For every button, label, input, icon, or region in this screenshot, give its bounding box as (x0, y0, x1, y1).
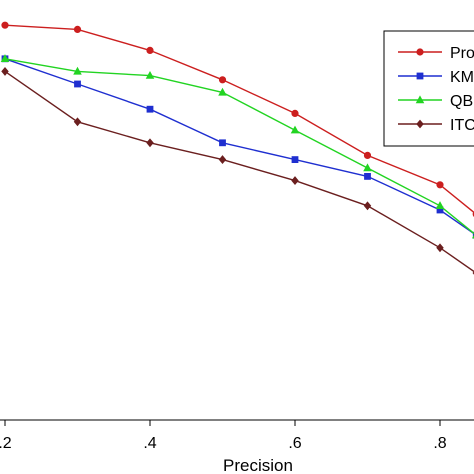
legend-label-itc: ITC (450, 117, 474, 134)
legend: Pro KM QB ITC (383, 30, 474, 147)
data-point-qb (145, 70, 155, 79)
data-point-pro (291, 109, 299, 118)
series-line-km (4, 58, 474, 235)
data-point-km (146, 105, 154, 113)
data-point-qb (73, 66, 82, 75)
data-point-qb (218, 87, 227, 96)
data-point-pro (73, 25, 82, 33)
legend-marker-itc (416, 119, 424, 129)
plot-area: .2 .4 .6 .8 (0, 21, 474, 452)
data-point-itc (73, 117, 82, 127)
data-point-itc (363, 201, 372, 211)
data-point-pro (436, 181, 444, 189)
legend-marker-km (416, 72, 424, 80)
data-point-itc (146, 138, 154, 148)
data-point-qb (363, 163, 372, 172)
data-point-itc (218, 155, 227, 165)
legend-item-qb: QB (398, 93, 473, 110)
series-line-pro (4, 24, 474, 214)
legend-label-pro: Pro (450, 45, 474, 62)
data-point-km (74, 80, 81, 88)
legend-item-itc: ITC (398, 117, 474, 134)
data-point-qb (0, 54, 10, 62)
series-itc (1, 66, 474, 275)
series-line-itc (4, 70, 474, 273)
series-km (1, 55, 474, 239)
data-point-km (291, 156, 299, 164)
legend-marker-pro (416, 48, 424, 56)
x-tick-label: .8 (433, 435, 446, 452)
data-point-itc (291, 176, 299, 186)
x-tick-label: .2 (0, 435, 12, 452)
data-point-qb (290, 125, 300, 134)
data-point-pro (218, 76, 227, 84)
series-qb (0, 54, 474, 239)
series-line-qb (4, 58, 474, 235)
legend-items: Pro KM QB ITC (398, 45, 474, 134)
x-tick-label: .4 (143, 435, 156, 452)
data-point-pro (1, 21, 9, 29)
legend-label-qb: QB (450, 93, 473, 110)
data-point-itc (436, 243, 444, 253)
data-point-pro (146, 46, 154, 55)
x-axis-title: Precision (223, 456, 293, 474)
data-point-itc (1, 66, 9, 76)
legend-item-km: KM (398, 69, 474, 86)
legend-label-km: KM (450, 69, 474, 86)
legend-box (383, 30, 474, 147)
series-layer (0, 21, 474, 275)
legend-marker-qb (415, 95, 425, 104)
legend-item-pro: Pro (398, 45, 474, 62)
data-point-km (364, 172, 371, 180)
series-pro (1, 21, 474, 218)
x-axis-ticks: .2 .4 .6 .8 (0, 420, 447, 452)
data-point-pro (363, 151, 372, 159)
data-point-qb (435, 201, 445, 210)
data-point-km (219, 139, 226, 147)
x-tick-label: .6 (288, 435, 301, 452)
